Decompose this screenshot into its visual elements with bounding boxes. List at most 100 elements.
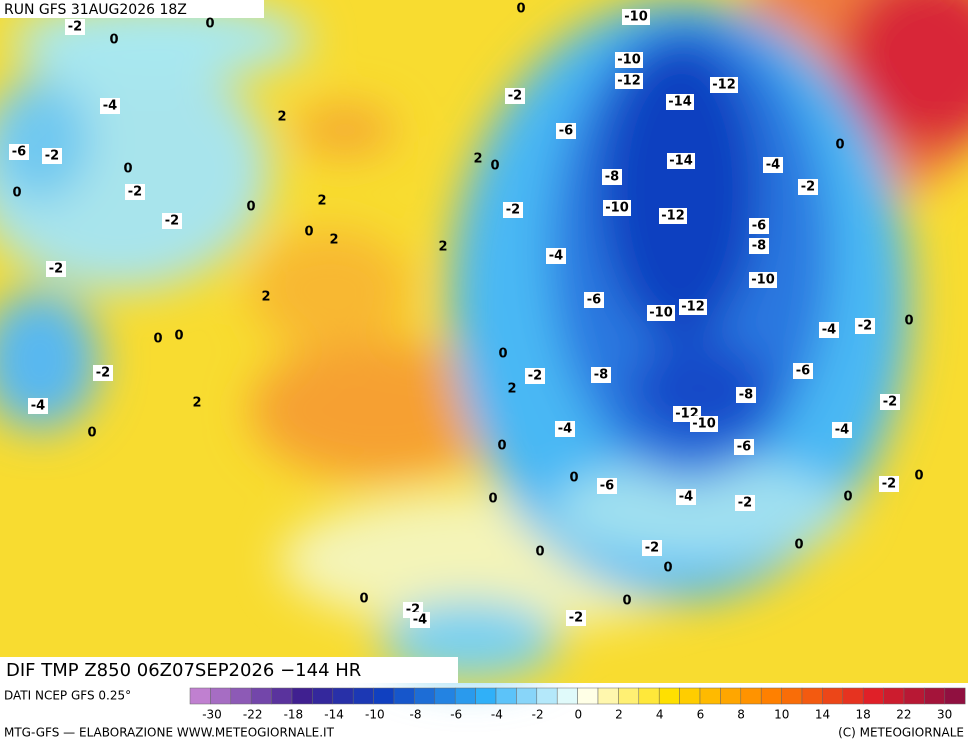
label-box [855, 318, 875, 334]
label-box [763, 157, 783, 173]
label-box [679, 299, 707, 315]
colorbar-box [679, 687, 701, 705]
contour-label: -2 [883, 395, 897, 410]
colorbar-box [373, 687, 395, 705]
contour-label: 2 [317, 194, 326, 209]
label-box [710, 77, 738, 93]
colorbar-tick-label: 22 [896, 708, 911, 722]
colorbar-tick-label: -6 [450, 708, 462, 722]
label-box [615, 73, 643, 89]
label-box [659, 208, 687, 224]
colorbar-tick-label: -8 [410, 708, 422, 722]
colorbar-tick-label: 2 [615, 708, 623, 722]
colorbar-box [414, 687, 436, 705]
contour-label: 0 [123, 162, 132, 177]
contour-label: -14 [668, 95, 692, 110]
colorbar-box [230, 687, 252, 705]
colorbar-box [495, 687, 517, 705]
colorbar-tick-label: 6 [697, 708, 705, 722]
contour-label: -2 [882, 477, 896, 492]
contour-label: -12 [712, 78, 736, 93]
colorbar-box [516, 687, 538, 705]
contour-label: -6 [600, 479, 614, 494]
label-box [546, 248, 566, 264]
label-box [676, 489, 696, 505]
label-box [603, 200, 631, 216]
contour-label: -2 [508, 89, 522, 104]
contour-label: -2 [49, 262, 63, 277]
contour-label: -10 [605, 201, 629, 216]
label-box [879, 476, 899, 492]
map-title: DIF TMP Z850 06Z07SEP2026 −144 HR [6, 660, 361, 681]
contour-label: 0 [246, 200, 255, 215]
contour-label: 0 [794, 538, 803, 553]
colorbar-box [801, 687, 823, 705]
contour-label: -2 [165, 214, 179, 229]
contour-label: -2 [858, 319, 872, 334]
colorbar-box [781, 687, 803, 705]
colorbar-tick-label: -4 [491, 708, 503, 722]
label-box [591, 367, 611, 383]
colorbar-box [720, 687, 742, 705]
contour-label: -4 [766, 158, 780, 173]
contour-label: -8 [594, 368, 608, 383]
label-box [736, 387, 756, 403]
colorbar-tick-label: -18 [284, 708, 304, 722]
colorbar-box [352, 687, 374, 705]
label-box [735, 495, 755, 511]
contour-label: 0 [516, 2, 525, 17]
colorbar-box [577, 687, 599, 705]
label-box [505, 88, 525, 104]
label-box [615, 52, 643, 68]
contour-label: -6 [559, 124, 573, 139]
label-box [125, 184, 145, 200]
contour-label: -2 [96, 366, 110, 381]
contour-label: 2 [277, 110, 286, 125]
contour-label: 2 [473, 152, 482, 167]
colorbar-tick-label: 10 [774, 708, 789, 722]
colorbar-tick-label: -14 [324, 708, 344, 722]
label-box [880, 394, 900, 410]
colorbar-box [760, 687, 782, 705]
contour-label: 0 [835, 138, 844, 153]
contour-label: -2 [738, 496, 752, 511]
contour-label: 0 [497, 439, 506, 454]
colorbar-box [658, 687, 680, 705]
label-box [555, 421, 575, 437]
colorbar-box [291, 687, 313, 705]
contour-label: -4 [103, 99, 117, 114]
colorbar-box [475, 687, 497, 705]
contour-label: -10 [649, 306, 673, 321]
label-box [793, 363, 813, 379]
label-box [65, 19, 85, 35]
colorbar-tick-label: -2 [532, 708, 544, 722]
contour-label: 2 [507, 382, 516, 397]
label-box [749, 218, 769, 234]
colorbar-box [618, 687, 640, 705]
contour-label: 0 [914, 469, 923, 484]
label-box [584, 292, 604, 308]
label-box [597, 478, 617, 494]
colorbar-tick-label: -22 [243, 708, 263, 722]
contour-label: -2 [569, 611, 583, 626]
colorbar-box [740, 687, 762, 705]
label-box [667, 153, 695, 169]
label-box [162, 213, 182, 229]
contour-label: 0 [843, 490, 852, 505]
colorbar-tick-label: 30 [937, 708, 952, 722]
contour-label: -4 [549, 249, 563, 264]
copyright-label: (C) METEOGIORNALE [838, 726, 964, 740]
contour-label: -8 [605, 170, 619, 185]
contour-label: -10 [617, 53, 641, 68]
colorbar-tick-label: -30 [202, 708, 222, 722]
label-box [566, 610, 586, 626]
contour-label: -12 [661, 209, 685, 224]
colorbar-tick-label: 14 [815, 708, 830, 722]
label-box [602, 169, 622, 185]
colorbar-box [454, 687, 476, 705]
colorbar-box [536, 687, 558, 705]
colorbar-box [393, 687, 415, 705]
colorbar-box [556, 687, 578, 705]
contour-label: -4 [413, 613, 427, 628]
